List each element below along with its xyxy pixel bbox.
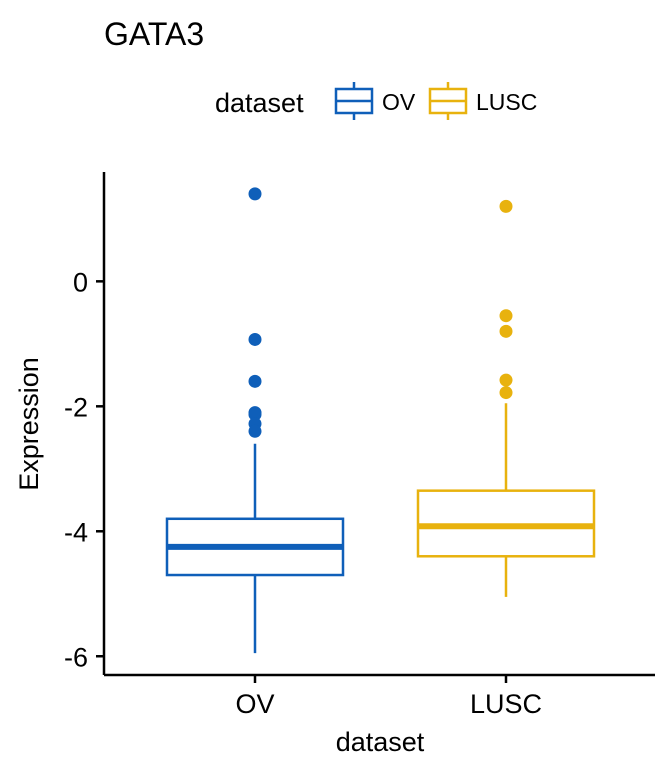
legend-entries: OV LUSC [334,82,537,120]
axes: -6 -4 -2 0 OV LUSC [64,172,655,719]
chart-title: GATA3 [104,16,204,52]
outlier-point [499,324,513,338]
outlier-point [248,332,262,346]
outlier-point [248,407,262,421]
x-axis-label: dataset [336,727,425,757]
legend-label: LUSC [476,89,537,115]
y-tick-label: -6 [64,642,88,672]
legend-title: dataset [215,88,304,118]
y-tick-label: -4 [64,517,88,547]
legend-entry-ov: OV [334,82,416,120]
outlier-point [499,373,513,387]
outlier-point [248,187,262,201]
outlier-point [499,386,513,400]
y-tick-label: -2 [64,392,88,422]
y-axis-label: Expression [14,357,44,491]
outlier-point [248,424,262,438]
outlier-point [499,309,513,323]
box-lusc [416,199,596,597]
legend-label: OV [382,89,416,115]
box-series [165,187,596,654]
x-tick-label: LUSC [470,689,542,719]
legend: dataset OV LUSC [215,82,537,120]
legend-entry-lusc: LUSC [428,82,537,120]
box-ov [165,187,345,654]
y-tick-label: 0 [73,267,88,297]
outlier-point [499,199,513,213]
outlier-point [248,374,262,388]
x-tick-label: OV [235,689,274,719]
